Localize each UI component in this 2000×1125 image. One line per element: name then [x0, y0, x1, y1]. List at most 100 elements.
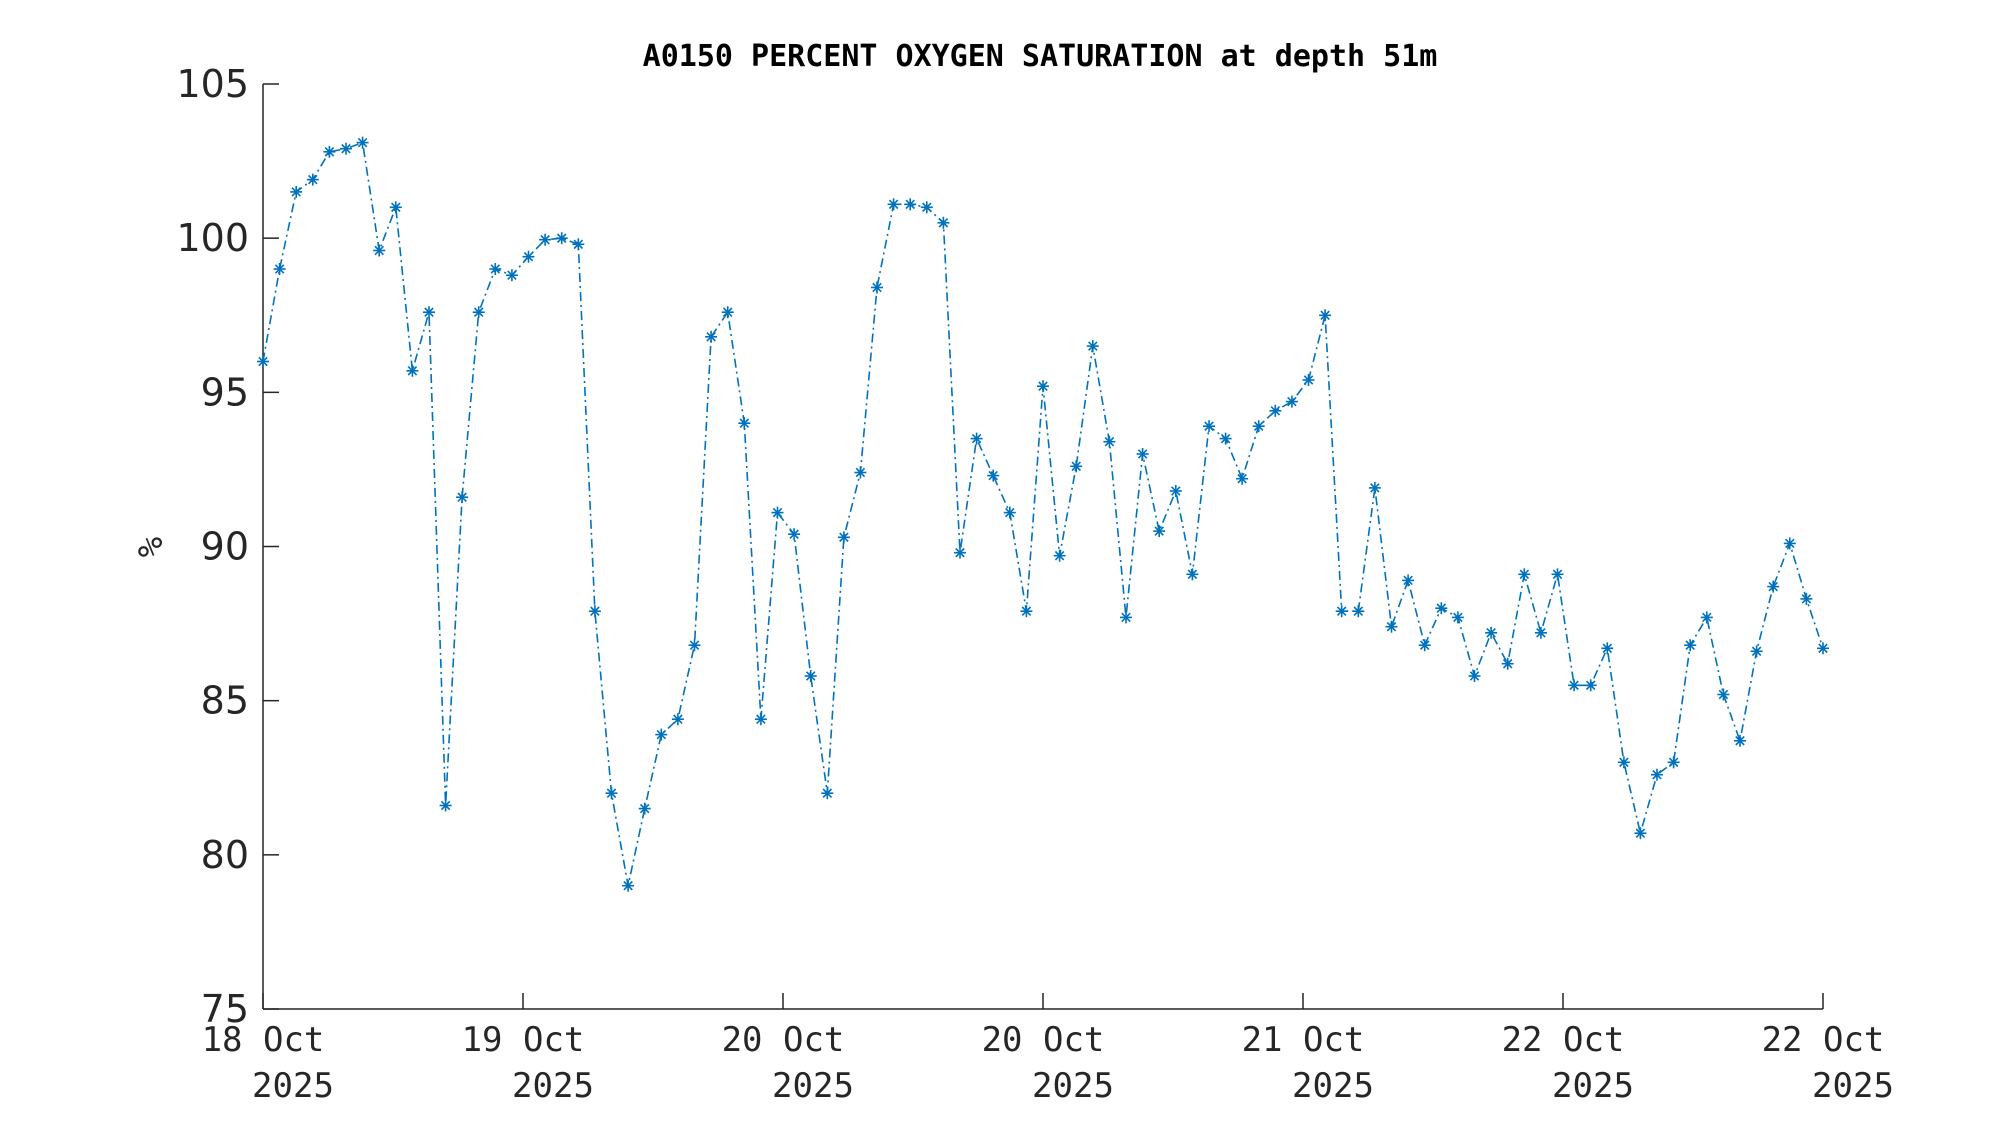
asterisk-marker-stroke — [1253, 421, 1264, 431]
data-point — [688, 639, 701, 652]
y-tick-label: 95 — [201, 370, 249, 414]
data-point — [1684, 639, 1697, 652]
data-point — [323, 145, 336, 158]
data-point — [1053, 549, 1066, 562]
asterisk-marker-stroke — [341, 143, 351, 154]
x-tick-label-date: 20 Oct — [722, 1020, 845, 1060]
y-tick-label: 105 — [176, 62, 249, 106]
x-tick-label-year: 2025 — [252, 1066, 334, 1106]
x-tick-label-date: 22 Oct — [1502, 1020, 1625, 1060]
data-point — [1634, 827, 1647, 840]
data-point — [1070, 460, 1083, 473]
data-point — [1020, 605, 1033, 618]
data-point — [1136, 448, 1149, 460]
y-tick-label: 85 — [201, 679, 249, 723]
asterisk-marker-stroke — [1502, 658, 1513, 669]
data-point — [1501, 657, 1514, 670]
asterisk-marker-stroke — [324, 147, 335, 157]
data-point — [655, 728, 668, 741]
data-point — [1717, 688, 1730, 701]
data-point — [1750, 645, 1763, 658]
data-point — [389, 201, 402, 214]
data-point — [1037, 380, 1049, 393]
asterisk-marker-stroke — [1552, 569, 1563, 580]
data-point — [572, 238, 585, 251]
asterisk-marker-stroke — [839, 532, 849, 543]
asterisk-marker-stroke — [739, 418, 750, 428]
asterisk-marker-stroke — [573, 239, 584, 250]
asterisk-marker-stroke — [1685, 640, 1695, 650]
asterisk-marker-stroke — [523, 251, 534, 262]
data-point — [854, 466, 867, 479]
data-point — [1485, 626, 1498, 639]
data-point — [456, 491, 469, 504]
data-point — [1402, 574, 1415, 587]
data-point — [1700, 611, 1713, 624]
data-point — [290, 185, 303, 198]
data-point — [1767, 580, 1780, 593]
series-line — [262, 141, 1824, 886]
data-point — [1584, 679, 1597, 692]
data-point — [871, 281, 883, 294]
x-tick-label-year: 2025 — [512, 1066, 594, 1106]
asterisk-marker-stroke — [722, 307, 733, 317]
asterisk-marker-stroke — [1287, 396, 1297, 407]
y-tick-label: 80 — [201, 833, 249, 877]
asterisk-marker-stroke — [1154, 526, 1164, 536]
asterisk-marker-stroke — [1668, 757, 1679, 768]
y-tick-label: 90 — [201, 525, 249, 569]
data-point — [1783, 537, 1796, 550]
data-point — [954, 546, 966, 559]
asterisk-marker-stroke — [1602, 643, 1613, 654]
data-point — [257, 355, 269, 368]
data-point — [1568, 679, 1581, 692]
asterisk-marker-stroke — [673, 714, 683, 724]
data-point — [671, 713, 684, 726]
asterisk-marker-stroke — [391, 202, 401, 213]
data-point — [406, 364, 419, 377]
asterisk-marker-stroke — [1801, 594, 1812, 604]
x-tick-label-date: 20 Oct — [982, 1020, 1105, 1060]
data-point — [522, 250, 535, 263]
data-point — [1451, 611, 1464, 624]
asterisk-marker-stroke — [1104, 436, 1115, 447]
data-point — [970, 432, 983, 445]
asterisk-marker-stroke — [1370, 483, 1380, 493]
data-point — [904, 198, 917, 211]
data-point — [439, 799, 452, 812]
asterisk-marker-stroke — [1469, 671, 1480, 681]
asterisk-marker-stroke — [922, 202, 932, 213]
asterisk-marker-stroke — [1320, 310, 1330, 321]
asterisk-marker-stroke — [440, 800, 451, 811]
x-tick-label-date: 22 Oct — [1762, 1020, 1885, 1060]
asterisk-marker-stroke — [1569, 680, 1579, 691]
asterisk-marker-stroke — [1204, 421, 1214, 431]
asterisk-marker-stroke — [1021, 606, 1032, 616]
asterisk-marker-stroke — [308, 174, 318, 185]
asterisk-marker-stroke — [1005, 507, 1015, 518]
x-tick-label-year: 2025 — [1292, 1066, 1374, 1106]
asterisk-marker-stroke — [274, 264, 285, 274]
data-point — [887, 198, 900, 211]
asterisk-marker-stroke — [357, 137, 368, 148]
asterisk-marker-stroke — [905, 199, 915, 210]
asterisk-marker-stroke — [1785, 538, 1795, 549]
asterisk-marker-stroke — [1171, 486, 1181, 496]
data-point — [423, 306, 435, 319]
asterisk-marker-stroke — [606, 788, 617, 798]
data-point — [937, 216, 950, 229]
axes: 75 80 85 90 95 100 105 18 Oct 2025 19 Oct 2025 20 O… — [176, 62, 1893, 1106]
data-point — [273, 263, 286, 275]
data-point — [505, 269, 518, 282]
asterisk-marker-stroke — [623, 880, 633, 891]
data-point — [1817, 642, 1829, 655]
asterisk-marker-stroke — [1702, 612, 1712, 623]
asterisk-marker-stroke — [1768, 581, 1778, 592]
data-point — [1252, 420, 1265, 433]
asterisk-marker-stroke — [1735, 736, 1745, 746]
asterisk-marker-stroke — [1386, 621, 1397, 632]
data-point — [306, 173, 319, 186]
asterisk-marker-stroke — [1652, 769, 1662, 780]
x-tick-label-year: 2025 — [1032, 1066, 1114, 1106]
data-point — [1335, 605, 1348, 618]
